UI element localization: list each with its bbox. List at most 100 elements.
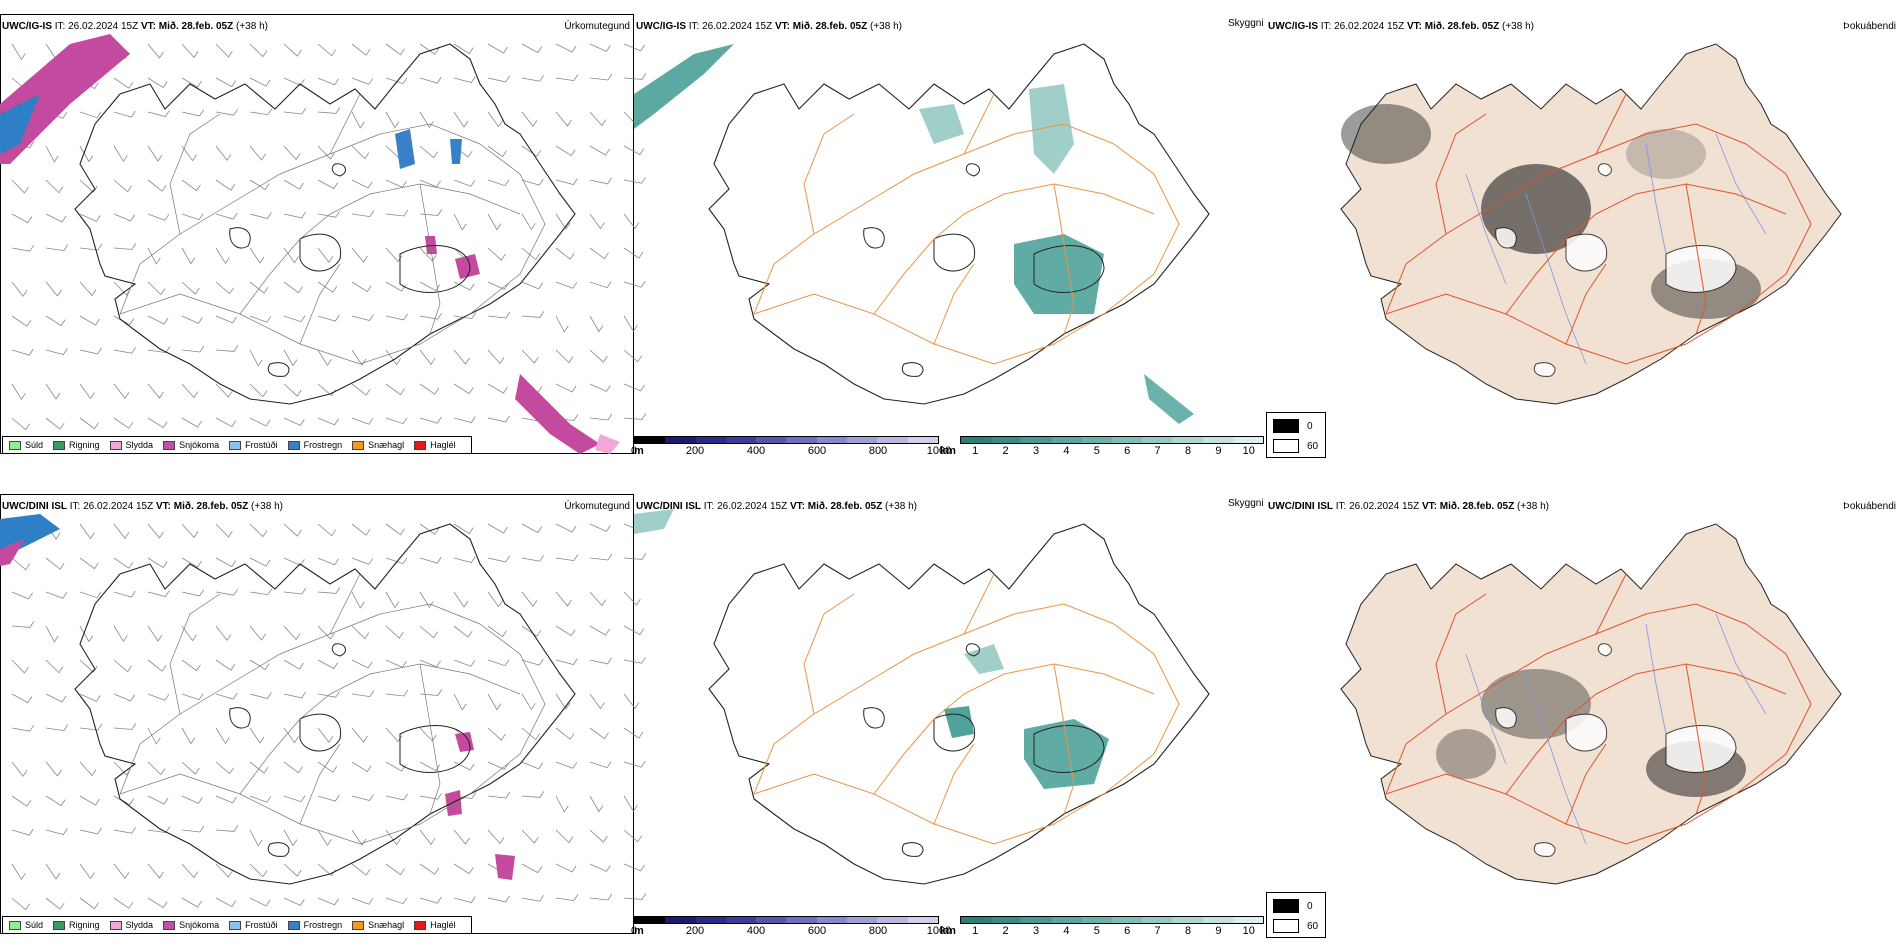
wind-barb	[11, 43, 26, 61]
wind-barb	[249, 863, 268, 878]
wind-barb	[215, 247, 230, 265]
wind-barb	[249, 761, 269, 774]
visibility-m-ticks: 0 200 400 600 800 1000	[631, 924, 951, 938]
map-path	[1685, 183, 1707, 335]
wind-barb	[419, 591, 434, 609]
precip-type-legend: Súld Rigning Slydda Snjókoma Frostúði Frostre…	[2, 916, 472, 934]
wind-barb	[283, 761, 303, 774]
valid-label: VT:	[155, 501, 171, 512]
colorbar-step	[1202, 437, 1233, 443]
wind-barb	[317, 794, 340, 802]
wind-barb	[623, 247, 644, 259]
row2-visibility-map	[634, 509, 1210, 885]
wind-barb	[623, 656, 647, 664]
wind-barb	[555, 523, 577, 533]
colorbar-step	[816, 917, 848, 923]
legend-swatch	[229, 920, 242, 930]
wind-barb	[181, 145, 197, 162]
wind-barb	[113, 77, 134, 89]
wind-barb	[385, 247, 403, 263]
wind-barb	[79, 723, 103, 731]
wind-barb	[555, 863, 577, 873]
colorbar-step	[1021, 917, 1052, 923]
legend-item-6: Snæhagl	[352, 920, 404, 930]
wind-barb	[521, 74, 545, 82]
wind-barb	[385, 689, 409, 697]
wind-barb	[11, 863, 26, 881]
colorbar-step	[725, 437, 757, 443]
map-path	[1685, 663, 1707, 815]
wind-barb	[215, 315, 237, 324]
map-path	[1385, 623, 1812, 845]
glacier-outlines	[229, 163, 471, 377]
wind-barb	[215, 77, 237, 88]
wind-barb	[317, 145, 335, 160]
legend-item-4: Frostúði	[229, 920, 278, 930]
wind-barb	[317, 897, 339, 906]
wind-barb	[79, 383, 95, 400]
iceland-coastline	[74, 43, 576, 405]
fog-swatch-black	[1273, 419, 1299, 433]
wind-barb	[453, 76, 476, 83]
map-path	[863, 707, 885, 729]
wind-barb	[589, 893, 613, 901]
wind-barb	[283, 659, 304, 670]
wind-barb	[113, 213, 135, 222]
map-path	[1595, 573, 1627, 635]
wind-barb	[181, 213, 204, 221]
legend-label: Frostregn	[303, 920, 343, 930]
legend-swatch	[414, 920, 427, 930]
wind-barb	[215, 727, 230, 745]
colorbar-tick-label: 400	[746, 925, 766, 937]
precip-area-snow-nw	[0, 34, 130, 164]
map-path	[1533, 362, 1556, 377]
wind-barb	[45, 863, 61, 880]
road-network	[1385, 93, 1812, 365]
map-path	[1435, 593, 1487, 715]
map-path	[1385, 143, 1812, 365]
wind-barb	[419, 209, 443, 216]
map-path	[753, 123, 1115, 315]
wind-barb	[11, 828, 34, 836]
river-network	[1465, 613, 1767, 845]
wind-barb	[453, 111, 469, 128]
wind-barb	[623, 760, 646, 768]
wind-barb	[317, 43, 337, 57]
wind-barb	[487, 415, 510, 423]
wind-barb	[249, 727, 265, 744]
wind-barb	[113, 110, 136, 118]
map-path	[74, 43, 576, 405]
wind-barb	[113, 693, 135, 702]
map-path	[901, 362, 924, 377]
map-path	[74, 523, 576, 885]
map-path	[1465, 173, 1507, 285]
colorbar-tick-label: 800	[868, 925, 888, 937]
legend-label: Súld	[25, 920, 44, 930]
wind-barb	[385, 349, 401, 366]
map-path	[753, 623, 1180, 845]
map-path	[399, 725, 471, 773]
wind-barb	[589, 795, 604, 813]
wind-barb	[283, 383, 302, 397]
map-path	[965, 643, 980, 657]
wind-barb	[453, 349, 470, 365]
wind-barb	[351, 727, 368, 743]
wind-barb	[623, 795, 638, 813]
colorbar-step	[635, 917, 666, 923]
wind-barb	[79, 213, 101, 222]
wind-barb	[419, 829, 436, 845]
legend-swatch	[287, 440, 300, 450]
wind-barb	[555, 829, 574, 844]
map-path	[331, 163, 346, 177]
wind-barb	[79, 557, 99, 570]
wind-barb	[351, 281, 372, 293]
wind-barb	[249, 557, 271, 567]
wind-barb	[419, 556, 442, 564]
wind-barb	[45, 557, 65, 570]
colorbar-step	[665, 437, 696, 443]
wind-barb	[45, 244, 69, 252]
colorbar-step	[1142, 437, 1173, 443]
wind-barb	[453, 591, 469, 608]
wind-barb	[521, 554, 545, 562]
colorbar-tick-label: 5	[1093, 445, 1100, 457]
